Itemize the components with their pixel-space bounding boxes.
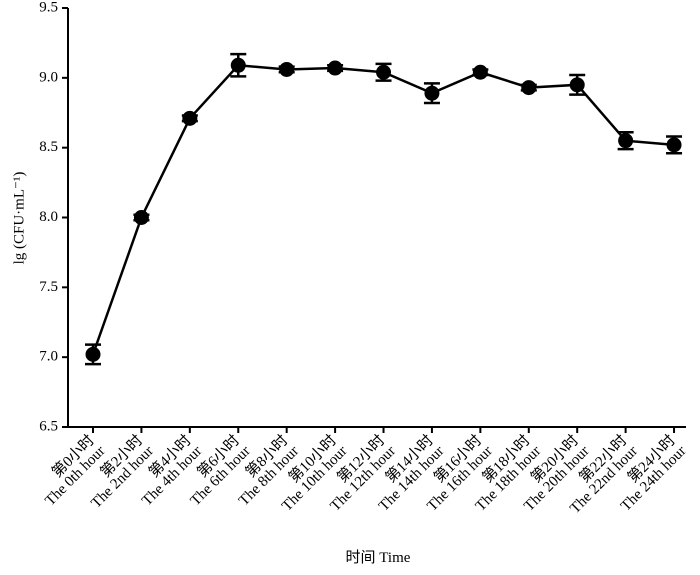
y-tick-label: 9.0 (39, 69, 58, 85)
y-tick-label: 8.5 (39, 139, 58, 155)
data-point (376, 64, 392, 80)
data-point (569, 77, 585, 93)
data-point (666, 137, 682, 153)
data-point (521, 80, 537, 96)
y-tick-label: 7.5 (39, 279, 58, 295)
data-point (327, 60, 343, 76)
data-point (279, 61, 295, 77)
y-tick-label: 8.0 (39, 209, 58, 225)
data-line (91, 63, 675, 355)
y-tick-label: 6.5 (39, 418, 58, 434)
x-axis-title: 时间 Time (346, 549, 411, 566)
data-point (230, 57, 246, 73)
data-point (472, 64, 488, 80)
y-tick-label: 7.0 (39, 349, 58, 365)
y-tick-label: 9.5 (39, 0, 58, 15)
data-point (618, 133, 634, 149)
data-point (133, 210, 149, 225)
data-point (85, 346, 101, 362)
data-point (182, 110, 198, 126)
y-axis-title: lg (CFU·mL⁻¹) (11, 172, 27, 265)
data-point (424, 85, 440, 101)
